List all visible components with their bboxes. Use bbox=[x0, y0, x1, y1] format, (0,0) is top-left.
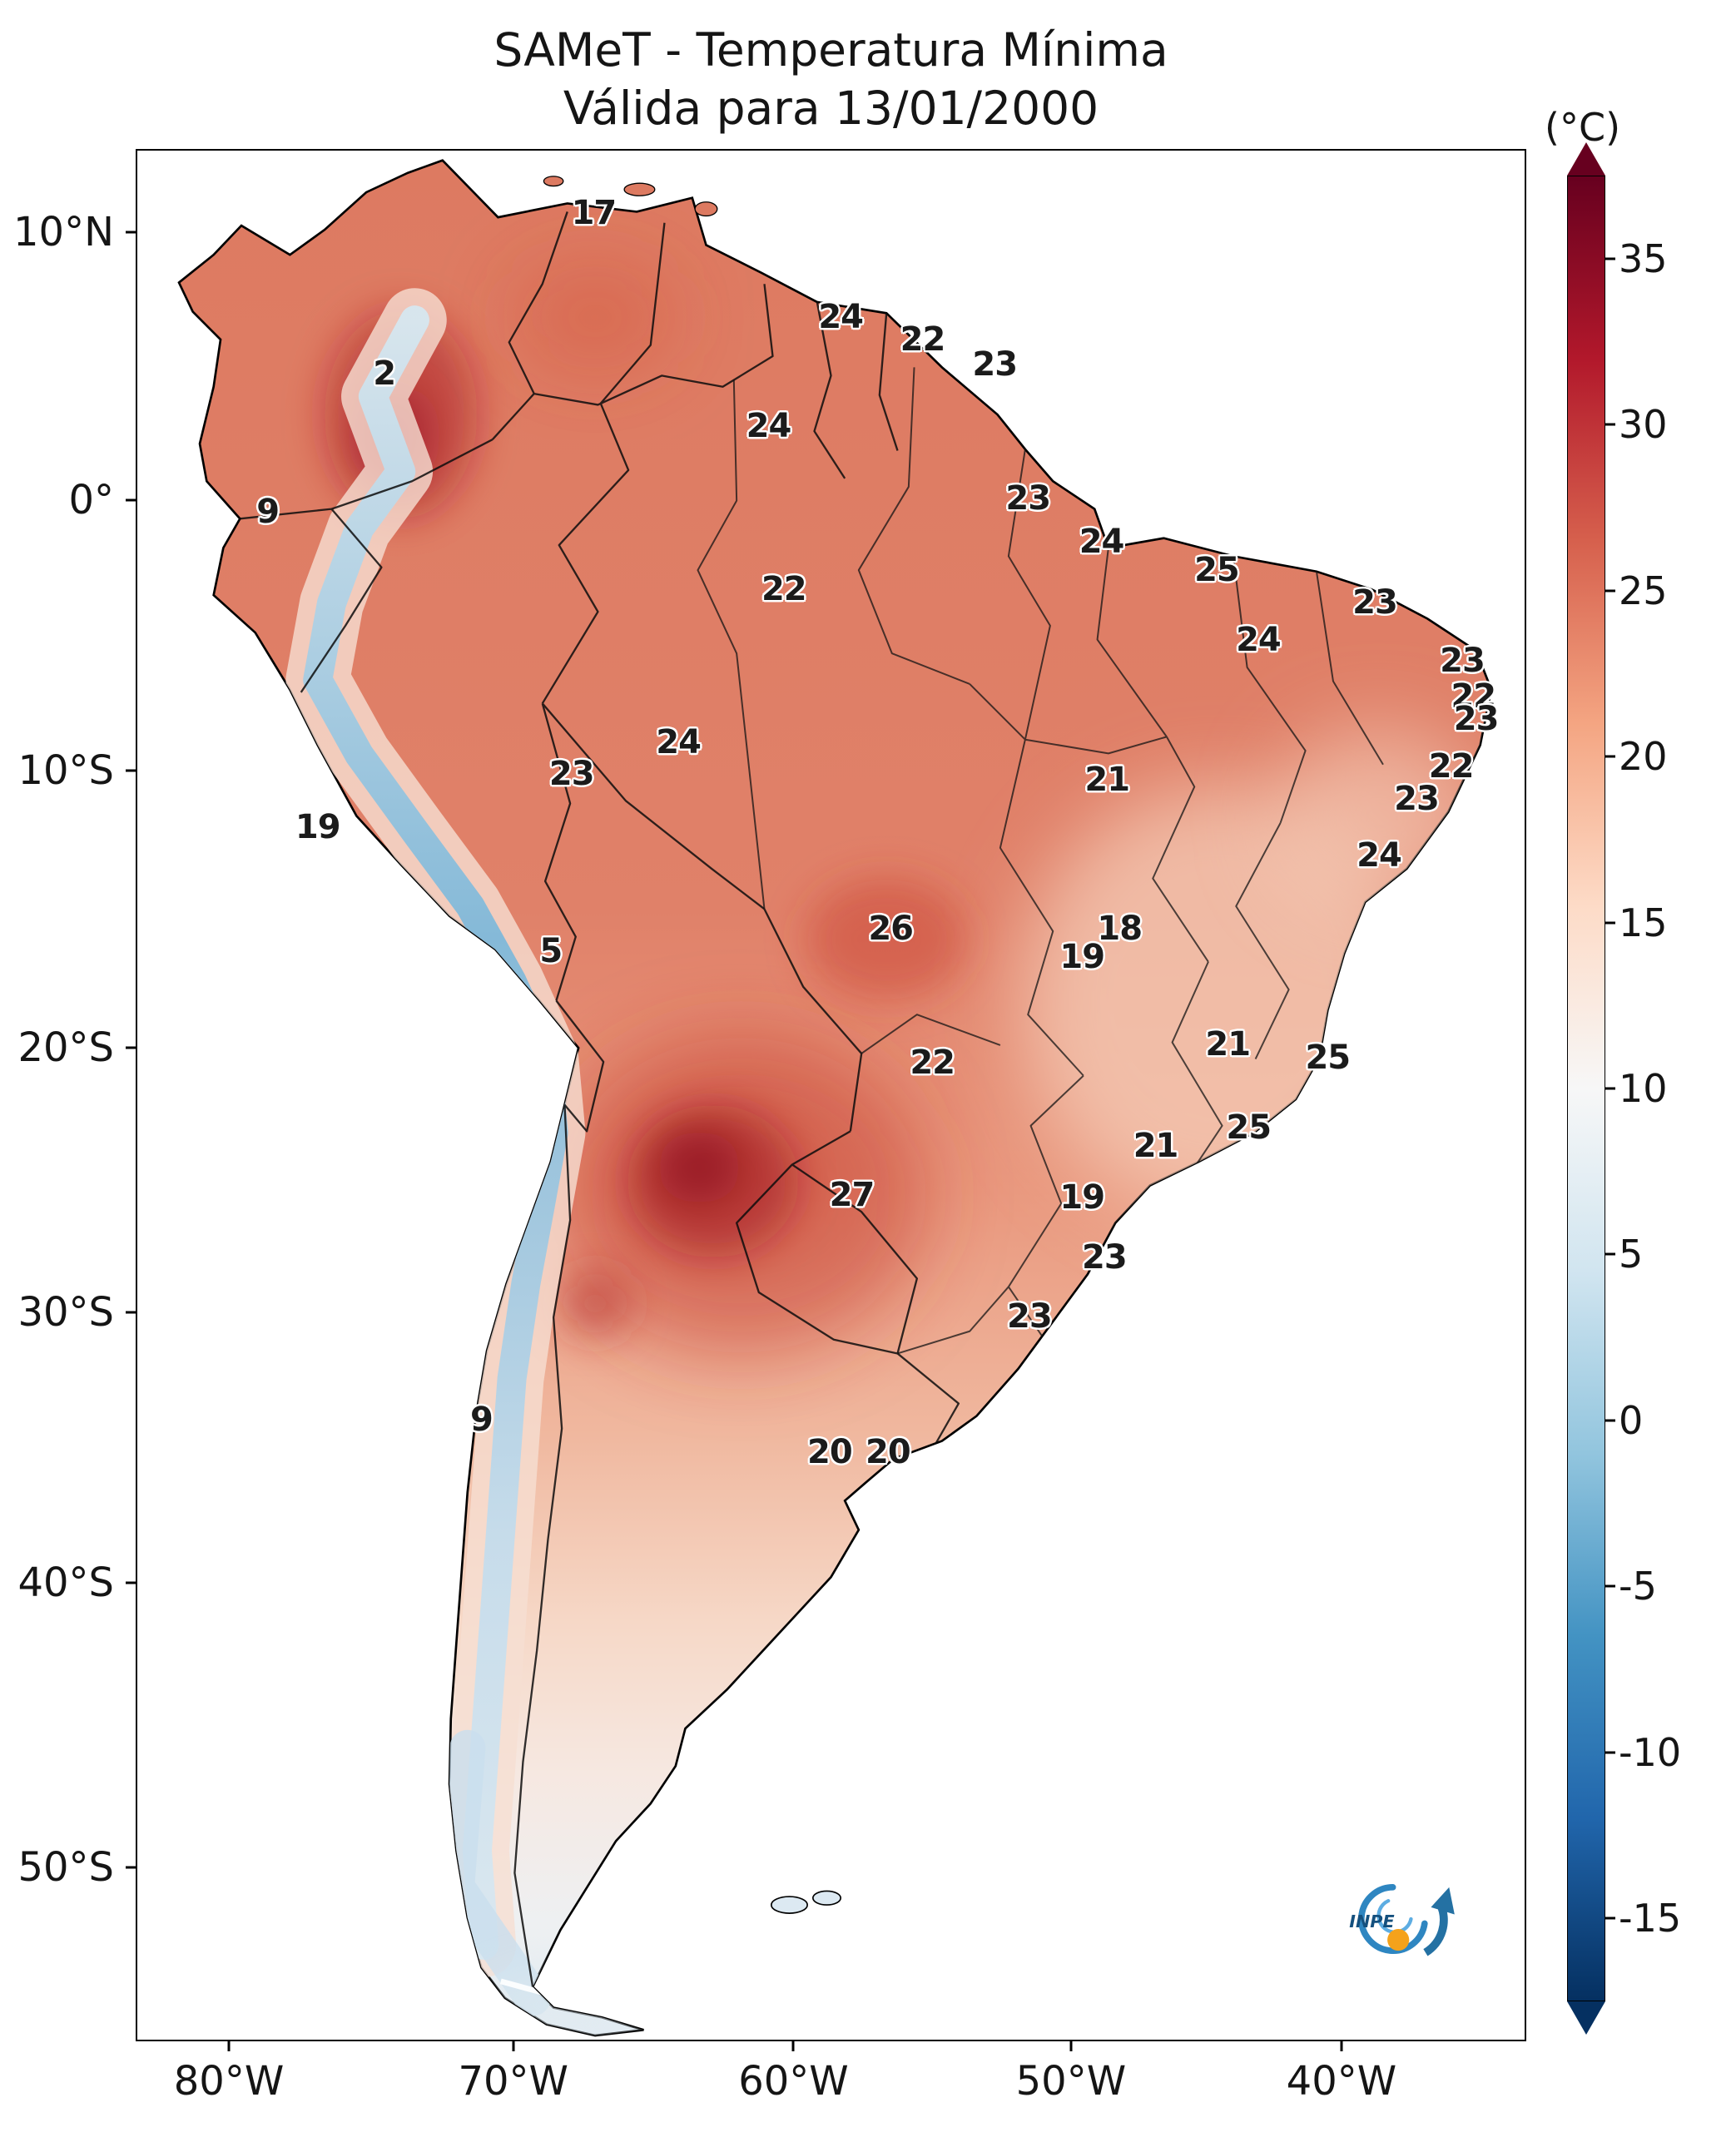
colorbar-tick-mark bbox=[1605, 1087, 1615, 1090]
pale-region-ne-interior bbox=[1274, 726, 1483, 908]
hottest-spot-chaco bbox=[657, 1131, 742, 1204]
colorbar-gradient bbox=[1567, 176, 1605, 2001]
colorbar-tick-mark bbox=[1605, 1252, 1615, 1256]
lon-tick-mark bbox=[512, 2040, 515, 2051]
colorbar-tick-label: 30 bbox=[1619, 402, 1668, 448]
colorbar-tick-label: 5 bbox=[1619, 1232, 1644, 1277]
warm-region-llanos bbox=[512, 261, 679, 374]
inpe-swirl-icon bbox=[1358, 1883, 1428, 1954]
inpe-orange-dot-icon bbox=[1387, 1928, 1410, 1951]
lat-tick-mark bbox=[126, 1046, 137, 1049]
inpe-arrowhead-icon bbox=[1431, 1887, 1456, 1915]
chart-title: SAMeT - Temperatura Mínima bbox=[494, 23, 1168, 77]
lat-tick-label: 10°N bbox=[13, 208, 114, 255]
colorbar-tick-label: 35 bbox=[1619, 236, 1668, 281]
lat-tick-label: 50°S bbox=[17, 1844, 114, 1892]
lat-tick-mark bbox=[126, 1581, 137, 1584]
caribbean-islands bbox=[543, 176, 718, 217]
colorbar-under-arrow bbox=[1567, 2001, 1605, 2035]
lat-tick-label: 30°S bbox=[17, 1289, 114, 1336]
lon-tick-label: 70°W bbox=[458, 2058, 569, 2105]
colorbar-tick-mark bbox=[1605, 1584, 1615, 1588]
inpe-arrow-icon bbox=[1423, 1902, 1449, 1956]
colorbar-tick-mark bbox=[1605, 1419, 1615, 1422]
lat-tick-mark bbox=[126, 1866, 137, 1869]
lon-tick-mark bbox=[1069, 2040, 1073, 2051]
colorbar-tick-label: 15 bbox=[1619, 900, 1668, 945]
colorbar-tick-mark bbox=[1605, 423, 1615, 426]
colorbar-tick-label: -5 bbox=[1619, 1564, 1657, 1609]
lon-tick-label: 80°W bbox=[173, 2058, 285, 2105]
south-america-basemap bbox=[177, 159, 1493, 2037]
lat-tick-label: 40°S bbox=[17, 1559, 114, 1606]
colorbar-tick-label: 25 bbox=[1619, 568, 1668, 613]
inpe-inner-swirl-icon bbox=[1376, 1898, 1413, 1934]
colorbar-tick-mark bbox=[1605, 589, 1615, 593]
colorbar-over-arrow bbox=[1567, 142, 1605, 176]
colorbar-tick-label: 0 bbox=[1619, 1397, 1644, 1443]
colorbar-tick-label: 10 bbox=[1619, 1066, 1668, 1111]
map-plot-area: 17 24 22 23 2 24 9 23 24 25 22 23 24 23 22 23 24 23 22 21 23… bbox=[13, 149, 1526, 2105]
inpe-logo-text: INPE bbox=[1350, 1912, 1395, 1931]
lat-tick-label: 20°S bbox=[17, 1024, 114, 1072]
colorbar-tick-label: -15 bbox=[1619, 1896, 1682, 1941]
lat-tick-mark bbox=[126, 769, 137, 772]
lon-tick-label: 40°W bbox=[1286, 2058, 1397, 2105]
colorbar: 35 30 25 20 15 10 5 0 -5 -10 -15 bbox=[1567, 142, 1681, 2035]
colorbar-tick-mark bbox=[1605, 1916, 1615, 1920]
colorbar-tick-label: -10 bbox=[1619, 1729, 1682, 1775]
lon-tick-label: 60°W bbox=[738, 2058, 849, 2105]
lon-tick-mark bbox=[227, 2040, 231, 2051]
inpe-logo: INPE bbox=[1350, 1883, 1456, 1956]
colorbar-tick-mark bbox=[1605, 921, 1615, 925]
lon-tick-label: 50°W bbox=[1015, 2058, 1127, 2105]
colorbar-tick-mark bbox=[1605, 1751, 1615, 1754]
colorbar-tick-mark bbox=[1605, 257, 1615, 260]
lat-tick-label: 0° bbox=[68, 476, 114, 523]
lat-tick-label: 10°S bbox=[17, 746, 114, 794]
hot-region-central-brazil bbox=[806, 878, 967, 1001]
lon-tick-mark bbox=[791, 2040, 795, 2051]
chart-subtitle: Válida para 13/01/2000 bbox=[563, 82, 1099, 135]
hot-spot-argentina bbox=[558, 1270, 632, 1337]
lat-tick-mark bbox=[126, 1311, 137, 1314]
colorbar-tick-label: 20 bbox=[1619, 734, 1668, 780]
falkland-islands bbox=[770, 1890, 842, 1914]
lat-tick-mark bbox=[126, 498, 137, 502]
lat-tick-mark bbox=[126, 231, 137, 234]
lon-tick-mark bbox=[1340, 2040, 1343, 2051]
colorbar-tick-mark bbox=[1605, 755, 1615, 758]
national-borders bbox=[240, 211, 960, 1987]
